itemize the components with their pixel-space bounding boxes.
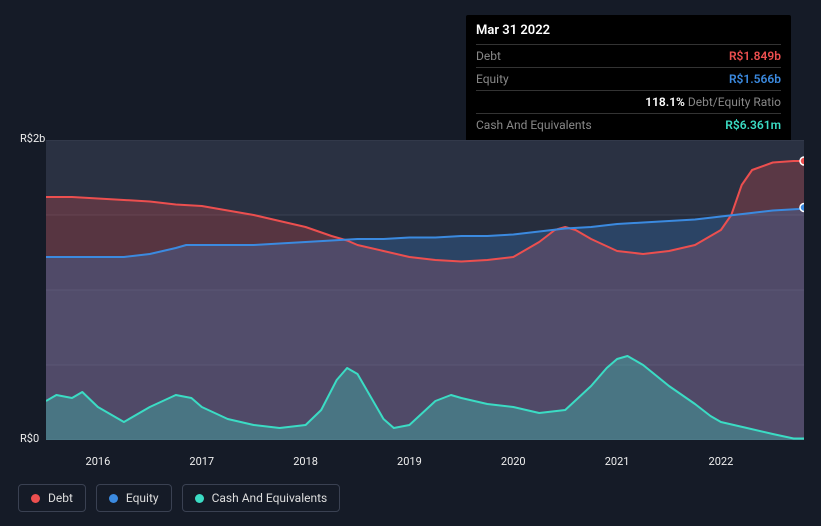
tooltip-row-value: 118.1% Debt/Equity Ratio: [645, 93, 781, 111]
x-axis-tick-label: 2017: [189, 455, 214, 468]
chart-container: R$0 R$2b 2016 2017 2018 2019 2020 2021 2022: [0, 120, 821, 480]
legend-label: Cash And Equivalents: [212, 491, 328, 505]
y-axis-tick-label: R$2b: [20, 132, 45, 145]
tooltip-row-suffix: Debt/Equity Ratio: [685, 95, 781, 109]
tooltip-row-label: Equity: [476, 70, 509, 88]
tooltip-row: 118.1% Debt/Equity Ratio: [476, 90, 781, 113]
tooltip-row: Equity R$1.566b: [476, 67, 781, 90]
legend-label: Debt: [48, 491, 73, 505]
x-axis-tick-label: 2018: [293, 455, 318, 468]
x-axis-tick-label: 2020: [501, 455, 526, 468]
legend-item-debt[interactable]: Debt: [18, 484, 86, 512]
tooltip-row-label: Debt: [476, 47, 501, 65]
legend-label: Equity: [126, 491, 159, 505]
legend-item-equity[interactable]: Equity: [96, 484, 172, 512]
tooltip-row-value: R$1.849b: [729, 47, 781, 65]
tooltip-row-value: R$1.566b: [729, 70, 781, 88]
legend-swatch: [109, 494, 118, 503]
legend-item-cash-and-equivalents[interactable]: Cash And Equivalents: [182, 484, 341, 512]
x-axis-tick-label: 2022: [709, 455, 734, 468]
chart-plot-area[interactable]: [46, 140, 804, 440]
x-axis-tick-label: 2019: [397, 455, 422, 468]
legend: Debt Equity Cash And Equivalents: [18, 484, 340, 512]
endpoint-marker: [800, 157, 804, 165]
tooltip-date: Mar 31 2022: [476, 21, 781, 41]
x-axis-tick-label: 2016: [86, 455, 111, 468]
legend-swatch: [195, 494, 204, 503]
x-axis-tick-label: 2021: [605, 455, 630, 468]
y-axis-tick-label: R$0: [20, 432, 39, 445]
tooltip-row: Debt R$1.849b: [476, 44, 781, 67]
legend-swatch: [31, 494, 40, 503]
endpoint-marker: [800, 204, 804, 212]
